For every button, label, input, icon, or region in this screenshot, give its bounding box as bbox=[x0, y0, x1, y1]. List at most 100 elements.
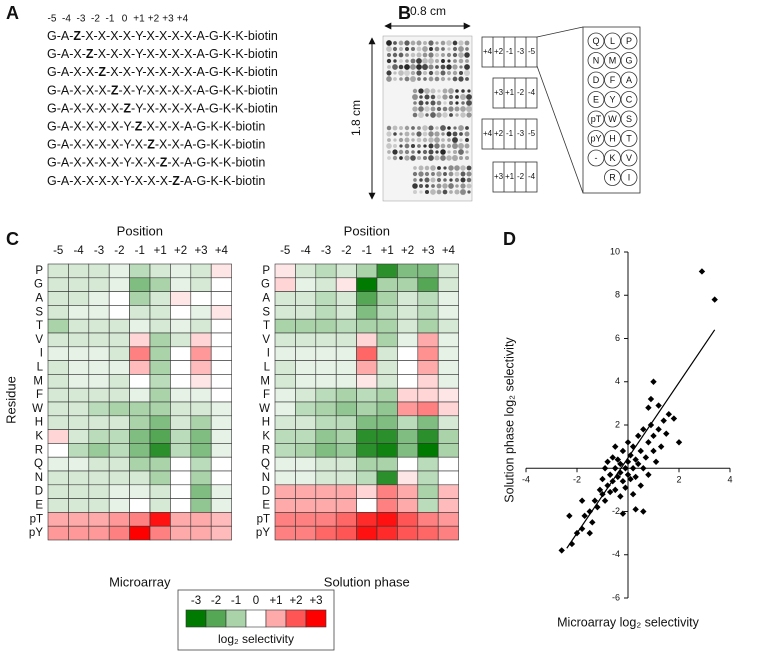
array-spot bbox=[466, 183, 472, 189]
array-spot bbox=[440, 64, 446, 70]
colorbar-cell bbox=[285, 609, 307, 628]
heatmap-cell bbox=[47, 263, 69, 279]
data-point bbox=[640, 508, 647, 515]
spot-circle bbox=[604, 110, 621, 128]
heatmap-cell bbox=[210, 401, 232, 417]
heatmap-cell bbox=[149, 484, 171, 499]
array-spot bbox=[404, 155, 410, 161]
heatmap-cell bbox=[88, 512, 110, 527]
heatmap-cell bbox=[295, 263, 317, 279]
array-spot bbox=[443, 172, 447, 176]
array-spot bbox=[398, 46, 404, 52]
array-spot bbox=[428, 155, 434, 161]
heatmap-cell bbox=[108, 374, 130, 389]
heatmap-cell bbox=[274, 305, 296, 320]
array-spot bbox=[447, 150, 451, 154]
spot-residue: M bbox=[609, 55, 617, 65]
column-label: -5 bbox=[53, 245, 63, 257]
heatmap-cell bbox=[108, 470, 130, 486]
heatmap-cell bbox=[88, 415, 110, 430]
spot-circle bbox=[587, 32, 605, 50]
array-spot bbox=[392, 149, 398, 155]
array-spot bbox=[440, 40, 446, 46]
array-spot bbox=[416, 70, 422, 76]
position-label: -4 bbox=[62, 14, 71, 25]
heatmap-cell bbox=[315, 415, 337, 430]
heatmap-cell bbox=[397, 429, 419, 444]
array-spot bbox=[466, 165, 472, 171]
z-residue: Z bbox=[135, 120, 143, 134]
row-label: Q bbox=[261, 458, 270, 470]
array-spot bbox=[417, 126, 421, 130]
heatmap-cell bbox=[68, 484, 90, 499]
heatmap-cell bbox=[88, 401, 110, 417]
spot-circle bbox=[587, 130, 605, 147]
heatmap-cell bbox=[437, 525, 459, 541]
colorbar-cell bbox=[185, 609, 207, 628]
array-spot bbox=[436, 171, 442, 177]
array-spot bbox=[417, 77, 421, 81]
heatmap-cell bbox=[437, 291, 459, 306]
data-point bbox=[624, 471, 632, 478]
array-spot bbox=[452, 46, 458, 52]
data-point bbox=[632, 506, 639, 513]
array-spot bbox=[449, 178, 453, 182]
heatmap-cell bbox=[108, 456, 130, 472]
data-point bbox=[629, 443, 637, 450]
array-spot bbox=[419, 190, 423, 194]
array-spot bbox=[452, 149, 458, 155]
peptide-sequence: G-A-X-Z-X-X-X-Y-X-X-X-X-A-G-K-K-biotin bbox=[47, 47, 278, 61]
grid-position: -2 bbox=[517, 88, 525, 97]
array-spot bbox=[399, 156, 403, 160]
heatmap-cell bbox=[68, 443, 90, 458]
array-spot bbox=[430, 106, 436, 112]
data-point bbox=[614, 456, 621, 463]
heatmap-cell bbox=[149, 429, 171, 444]
grid-position: +3 bbox=[494, 172, 504, 181]
heatmap-cell bbox=[356, 305, 378, 320]
heatmap-cell bbox=[376, 346, 398, 361]
array-spot bbox=[453, 126, 457, 130]
heatmap-cell bbox=[108, 360, 130, 375]
heatmap-cell bbox=[88, 374, 110, 389]
data-point bbox=[670, 415, 678, 422]
z-residue: Z bbox=[111, 84, 119, 98]
column-label: +1 bbox=[381, 245, 394, 257]
array-spot bbox=[430, 189, 436, 195]
heatmap-cell bbox=[170, 374, 192, 389]
position-label: +2 bbox=[148, 14, 160, 25]
heatmap-cell bbox=[88, 291, 110, 306]
array-spot bbox=[398, 149, 404, 155]
data-point bbox=[640, 465, 647, 472]
heatmap-cell bbox=[47, 346, 69, 361]
sequence-part: G-A-X-X- bbox=[47, 65, 98, 79]
array-spot bbox=[461, 89, 465, 93]
heatmap-cell bbox=[129, 470, 151, 486]
array-spot bbox=[464, 40, 470, 46]
array-spot bbox=[442, 189, 448, 195]
data-point bbox=[624, 458, 632, 465]
heatmap-cell bbox=[315, 374, 337, 389]
heatmap-cell bbox=[295, 360, 317, 375]
heatmap-cell bbox=[170, 429, 192, 444]
array-spot bbox=[446, 143, 452, 149]
array-spot bbox=[466, 94, 472, 100]
array-spot bbox=[422, 125, 428, 131]
array-spot bbox=[454, 106, 460, 112]
data-point bbox=[619, 510, 627, 517]
heatmap-cell bbox=[274, 456, 296, 472]
heatmap-cell bbox=[437, 512, 459, 527]
heatmap-cell bbox=[68, 387, 90, 403]
data-point bbox=[609, 454, 616, 461]
heatmap-cell bbox=[190, 512, 212, 527]
heatmap-cell bbox=[376, 525, 398, 541]
heatmap-cell bbox=[295, 318, 317, 334]
array-spot bbox=[418, 100, 424, 106]
array-spot bbox=[436, 183, 442, 189]
array-spot bbox=[429, 47, 433, 51]
heatmap-cell bbox=[108, 484, 130, 499]
array-spot bbox=[428, 131, 434, 137]
array-spot bbox=[437, 166, 441, 170]
row-label: I bbox=[267, 348, 270, 360]
data-point bbox=[640, 426, 647, 433]
